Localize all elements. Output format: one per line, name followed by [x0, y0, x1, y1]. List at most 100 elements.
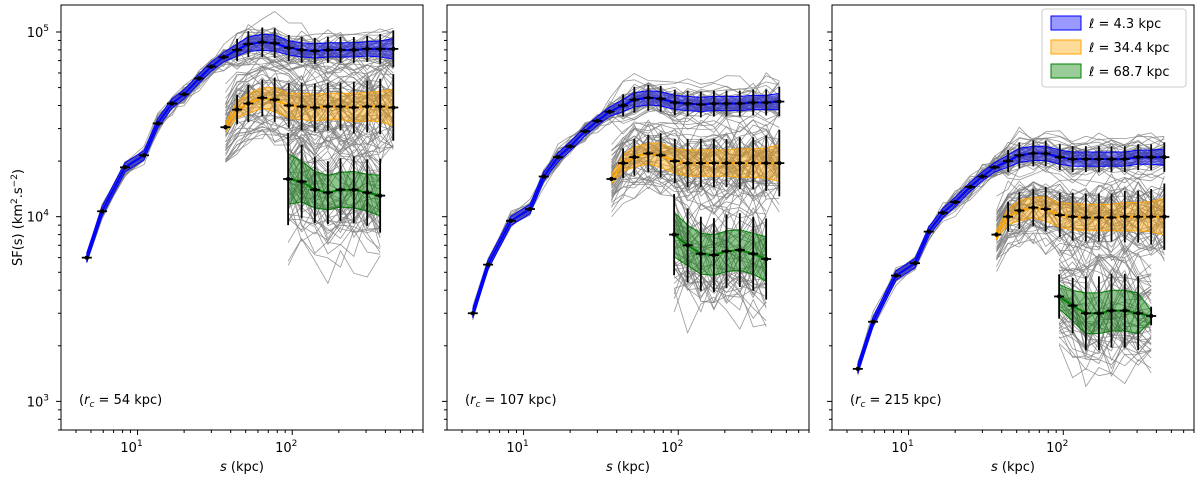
ensemble-curve: [1058, 252, 1152, 302]
ensemble-curve: [287, 136, 381, 175]
marker: [620, 160, 626, 166]
ensemble-curve: [673, 144, 767, 211]
marker: [1162, 214, 1167, 219]
marker: [646, 151, 651, 156]
marker: [312, 105, 318, 110]
marker: [1017, 208, 1022, 213]
marker: [325, 47, 331, 53]
data-point: [1133, 190, 1144, 243]
data-point: [388, 30, 399, 68]
ensemble-curve: [1058, 218, 1152, 280]
marker: [685, 101, 690, 106]
marker: [750, 251, 756, 256]
legend-entry: ℓ = 68.7 kpc: [1050, 63, 1170, 80]
data-point: [269, 28, 280, 58]
ensemble-curve: [611, 115, 780, 151]
ensemble-curve: [287, 205, 381, 253]
marker: [508, 218, 514, 224]
series-marks: [852, 140, 1170, 372]
marker: [777, 160, 782, 166]
ensemble-curve: [674, 221, 767, 245]
ensemble-curve: [287, 180, 381, 220]
data-point: [538, 174, 549, 179]
marker: [671, 232, 677, 237]
data-point: [220, 125, 231, 130]
marker: [325, 190, 331, 195]
data-point: [1133, 276, 1144, 351]
data-point: [669, 138, 680, 184]
data-point: [695, 216, 706, 291]
ensemble-curve: [673, 156, 767, 210]
series-marks: [81, 27, 399, 260]
ensemble-curve: [287, 229, 381, 268]
marker: [234, 47, 240, 53]
bands: [472, 90, 780, 319]
data-point: [257, 27, 268, 58]
y-tick-label: 104: [27, 209, 50, 226]
data-point: [467, 311, 478, 316]
ensemble-curve: [996, 199, 1165, 239]
marker: [1135, 311, 1141, 316]
ensemble-curve: [225, 93, 394, 132]
data-point: [669, 193, 680, 276]
data-point: [774, 129, 785, 197]
data-point: [1080, 146, 1091, 173]
data-point: [1014, 192, 1025, 229]
data-point: [232, 94, 243, 125]
ensemble-curve: [225, 108, 394, 152]
marker: [541, 174, 546, 179]
data-point: [375, 78, 386, 135]
marker: [994, 232, 999, 237]
data-point: [348, 156, 359, 223]
data-point: [1093, 146, 1104, 173]
ensemble-curve: [673, 185, 767, 233]
data-point: [1119, 273, 1130, 348]
data-point: [891, 273, 902, 278]
data-point: [375, 158, 386, 233]
marker: [607, 109, 612, 114]
marker: [272, 40, 277, 46]
ensemble-curve: [225, 100, 394, 151]
data-point: [923, 229, 934, 234]
data-point: [362, 35, 373, 62]
data-point: [81, 255, 92, 260]
ensemble-curve: [673, 268, 767, 294]
ensemble-curve: [1058, 282, 1152, 315]
panel-frame: [446, 4, 810, 431]
marker: [763, 160, 769, 166]
legend-swatch-blue: [1050, 15, 1082, 31]
marker: [196, 76, 202, 81]
marker: [737, 160, 743, 166]
ensemble-curve: [674, 250, 767, 289]
rc-annotation: (rc = 54 kpc): [79, 393, 162, 410]
data-point: [682, 139, 693, 188]
ensemble-curve: [996, 196, 1165, 235]
ensemble-curve: [1058, 316, 1152, 355]
ensemble-curve: [673, 219, 767, 269]
marker: [1122, 308, 1128, 313]
marker: [609, 176, 614, 182]
ensemble-curve: [996, 221, 1165, 260]
marker: [980, 174, 985, 179]
legend-entry: ℓ = 34.4 kpc: [1050, 39, 1170, 56]
data-point: [309, 156, 320, 223]
marker: [391, 105, 396, 110]
marker: [223, 125, 228, 130]
data-point: [296, 144, 307, 219]
ensemble-curve: [225, 122, 394, 163]
ensemble-curve: [287, 148, 381, 175]
y-ticks: [827, 31, 832, 431]
marker: [1070, 156, 1075, 162]
ensemble-curve: [996, 203, 1165, 254]
marker: [724, 160, 729, 166]
ensemble-curve: [996, 180, 1165, 229]
rc-annotation: (rc = 215 kpc): [850, 393, 942, 410]
x-axis-label: s (kpc): [991, 460, 1035, 475]
data-point: [1040, 140, 1051, 167]
ensemble-curve: [86, 27, 394, 253]
ensemble-curve: [996, 162, 1165, 197]
marker: [351, 187, 357, 192]
x-ticks: 101 102: [461, 430, 810, 456]
marker: [1005, 214, 1011, 219]
data-point: [852, 366, 863, 372]
